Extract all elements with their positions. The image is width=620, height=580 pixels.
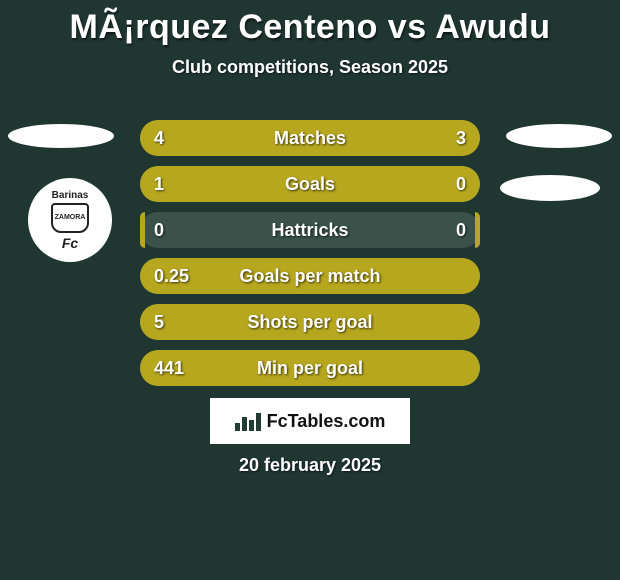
site-logo: FcTables.com xyxy=(210,398,410,444)
team-badge-oval xyxy=(8,124,114,148)
team-crest: BarinasZAMORAFc xyxy=(28,178,112,262)
stat-value-left: 1 xyxy=(154,166,164,202)
team-badge-oval xyxy=(506,124,612,148)
stat-value-right: 3 xyxy=(456,120,466,156)
date-label: 20 february 2025 xyxy=(0,455,620,476)
stat-row: Hattricks0 0 xyxy=(140,212,480,248)
stat-value-left: 0.25 xyxy=(154,258,189,294)
stat-label: Goals per match xyxy=(140,258,480,294)
stat-row: Matches4 3 xyxy=(140,120,480,156)
stat-label: Min per goal xyxy=(140,350,480,386)
stat-row: Shots per goal5 xyxy=(140,304,480,340)
page-title: MÃ¡rquez Centeno vs Awudu xyxy=(0,0,620,47)
stat-rows: Matches43Goals10Hattricks00Goals per mat… xyxy=(140,120,480,396)
stat-row: Goals1 0 xyxy=(140,166,480,202)
stat-label: Goals xyxy=(140,166,480,202)
stat-value-left: 4 xyxy=(154,120,164,156)
comparison-card: MÃ¡rquez Centeno vs Awudu Club competiti… xyxy=(0,0,620,580)
stat-label: Hattricks xyxy=(140,212,480,248)
stat-value-left: 441 xyxy=(154,350,184,386)
stat-value-right: 0 xyxy=(456,166,466,202)
stat-value-left: 5 xyxy=(154,304,164,340)
stat-row: Min per goal441 xyxy=(140,350,480,386)
stat-label: Shots per goal xyxy=(140,304,480,340)
chart-icon xyxy=(235,411,261,431)
stat-row: Goals per match0.25 xyxy=(140,258,480,294)
stat-value-right: 0 xyxy=(456,212,466,248)
subtitle: Club competitions, Season 2025 xyxy=(0,57,620,78)
team-badge-oval xyxy=(500,175,600,201)
stat-value-left: 0 xyxy=(154,212,164,248)
stat-label: Matches xyxy=(140,120,480,156)
logo-text: FcTables.com xyxy=(267,411,386,432)
